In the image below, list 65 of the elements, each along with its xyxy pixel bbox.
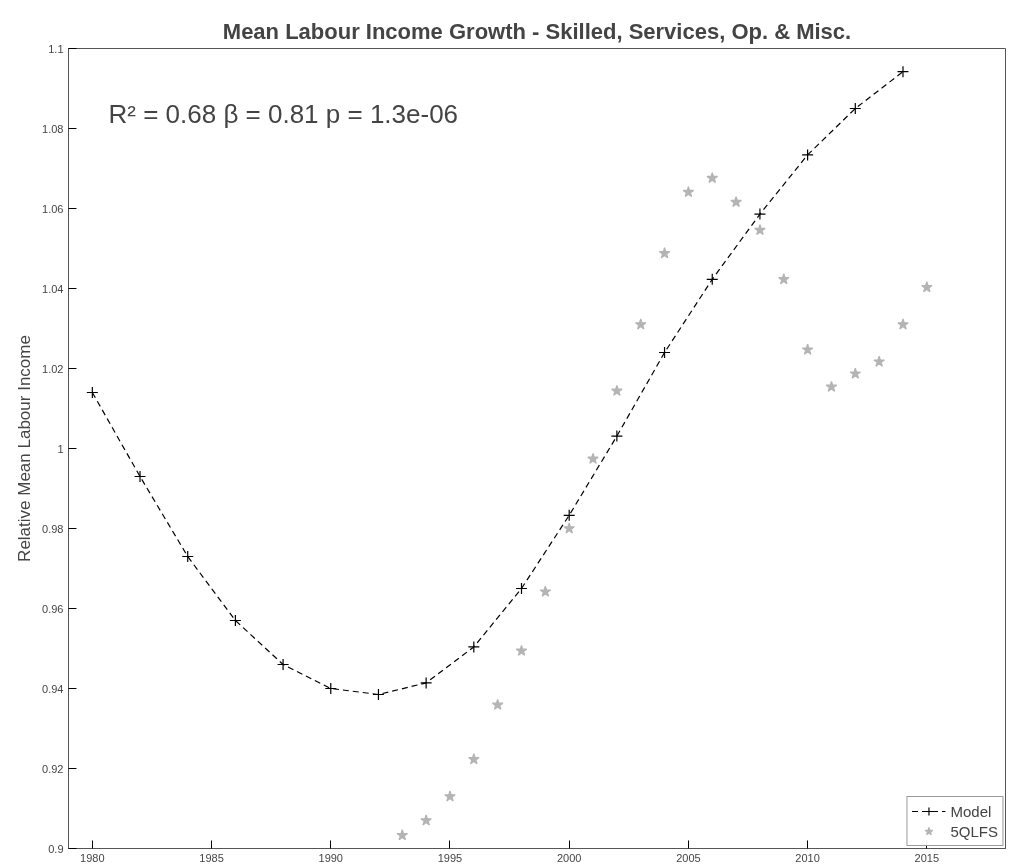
- point: [825, 380, 838, 392]
- legend-label: 5QLFS: [950, 822, 998, 840]
- point: [467, 640, 480, 653]
- x-tick-label: 2015: [914, 851, 940, 864]
- point: [420, 676, 433, 689]
- x-tick-label: 1980: [80, 851, 105, 864]
- point: [396, 829, 409, 841]
- point: [611, 384, 623, 396]
- y-tick-label: 0.9: [48, 842, 64, 855]
- x-tick-label: 1985: [199, 851, 224, 864]
- y-tick-label: 0.96: [42, 602, 64, 615]
- point: [658, 346, 671, 359]
- point: [801, 148, 814, 161]
- annotation: R² = 0.68 β = 0.81 p = 1.3e-06: [108, 98, 459, 129]
- point: [849, 102, 862, 115]
- y-axis-title: Relative Mean Labour Income: [15, 335, 35, 562]
- point: [276, 658, 290, 671]
- chart-title: Mean Labour Income Growth - Skilled, Services, Op. & Misc.: [222, 18, 852, 44]
- x-tick-label: 2005: [676, 851, 701, 864]
- point: [610, 430, 623, 443]
- point: [873, 355, 885, 367]
- point: [634, 318, 647, 330]
- x-tick-label: 2000: [556, 851, 582, 864]
- y-tick-label: 0.92: [42, 762, 64, 775]
- point: [658, 247, 671, 259]
- point: [86, 386, 99, 399]
- y-tick-label: 1.06: [42, 202, 64, 215]
- point: [515, 644, 528, 656]
- point: [706, 273, 719, 286]
- x-tick-label: 1995: [437, 851, 463, 864]
- legend-label: Model: [950, 802, 992, 820]
- point: [801, 343, 814, 355]
- y-tick-label: 1.08: [42, 122, 64, 135]
- point: [467, 753, 480, 765]
- point: [730, 196, 742, 208]
- y-tick-label: 1: [57, 442, 64, 455]
- x-tick-label: 1990: [318, 851, 344, 864]
- point: [682, 186, 695, 198]
- point: [539, 585, 552, 597]
- point: [706, 172, 719, 184]
- point: [563, 509, 576, 522]
- point: [181, 550, 194, 563]
- y-tick-label: 1.02: [42, 362, 64, 375]
- point: [920, 281, 933, 293]
- point: [777, 273, 790, 285]
- y-tick-label: 1.04: [42, 282, 64, 295]
- point: [754, 224, 766, 236]
- point: [229, 614, 242, 627]
- point: [753, 208, 767, 221]
- point: [563, 522, 576, 534]
- point: [587, 452, 599, 464]
- y-tick-label: 0.98: [42, 522, 64, 535]
- y-tick-label: 1.1: [48, 42, 64, 55]
- x-tick-label: 2010: [795, 851, 820, 864]
- point: [515, 582, 528, 595]
- point: [896, 65, 910, 78]
- point: [491, 698, 504, 710]
- point: [897, 318, 909, 330]
- point: [372, 688, 385, 701]
- point: [133, 470, 147, 483]
- point: [849, 367, 862, 379]
- point: [420, 814, 432, 826]
- point: [444, 790, 456, 802]
- point: [324, 682, 337, 695]
- y-tick-label: 0.94: [42, 682, 64, 695]
